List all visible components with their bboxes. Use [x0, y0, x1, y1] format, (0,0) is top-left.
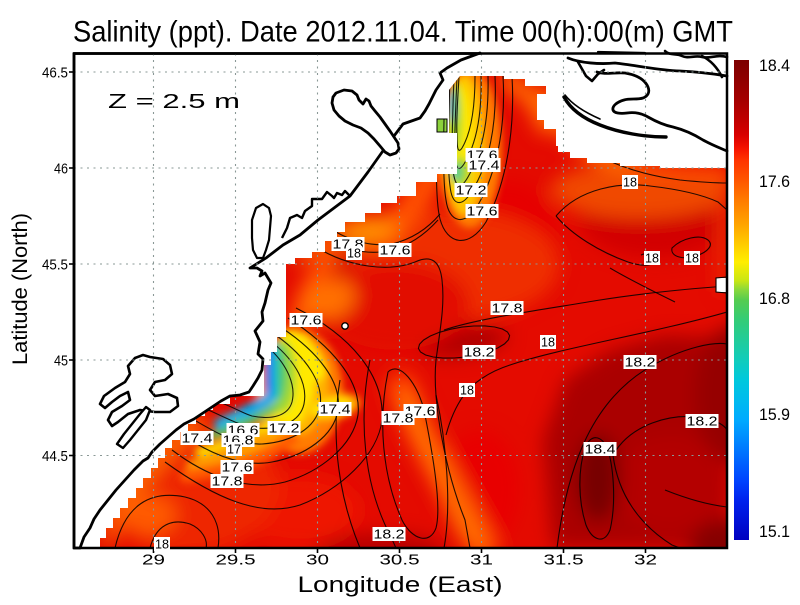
svg-text:Longitude (East): Longitude (East): [298, 572, 503, 597]
svg-text:46.5: 46.5: [42, 66, 68, 82]
svg-text:18.2: 18.2: [687, 415, 718, 429]
svg-text:29.5: 29.5: [216, 552, 256, 569]
svg-text:Salinity (ppt). Date 2012.11.0: Salinity (ppt). Date 2012.11.04. Time 00…: [73, 16, 733, 49]
svg-text:18.2: 18.2: [374, 528, 405, 542]
svg-text:17.2: 17.2: [269, 422, 300, 436]
svg-text:Z = 2.5 m: Z = 2.5 m: [108, 91, 240, 113]
svg-text:45.5: 45.5: [42, 258, 68, 274]
svg-text:31.5: 31.5: [544, 552, 584, 569]
svg-text:46: 46: [54, 162, 68, 178]
svg-text:15.9: 15.9: [759, 406, 790, 424]
svg-text:Latitude (North): Latitude (North): [9, 213, 32, 365]
svg-text:17.4: 17.4: [320, 403, 351, 417]
svg-text:18.4: 18.4: [759, 57, 790, 75]
svg-text:18.4: 18.4: [585, 443, 616, 457]
svg-text:17.6: 17.6: [759, 173, 790, 191]
svg-text:17.8: 17.8: [212, 475, 243, 489]
svg-text:17.6: 17.6: [380, 244, 411, 258]
svg-text:18: 18: [155, 538, 169, 552]
svg-text:18: 18: [460, 384, 474, 398]
svg-text:18: 18: [623, 176, 637, 190]
svg-text:17.4: 17.4: [182, 432, 213, 446]
svg-text:18: 18: [645, 252, 659, 266]
svg-text:17.6: 17.6: [467, 205, 498, 219]
svg-text:31: 31: [470, 552, 493, 569]
svg-text:18: 18: [347, 247, 361, 261]
svg-text:18: 18: [685, 252, 699, 266]
svg-text:17.8: 17.8: [383, 412, 414, 426]
svg-text:44.5: 44.5: [42, 449, 68, 465]
svg-text:15.1: 15.1: [759, 523, 790, 541]
svg-text:18.2: 18.2: [464, 346, 495, 360]
svg-text:18.2: 18.2: [625, 356, 656, 370]
svg-text:29: 29: [142, 552, 165, 569]
svg-text:16.8: 16.8: [759, 290, 790, 308]
svg-text:30: 30: [306, 552, 329, 569]
svg-text:18: 18: [541, 336, 555, 350]
svg-text:17.8: 17.8: [492, 302, 523, 316]
svg-text:17.6: 17.6: [291, 314, 322, 328]
svg-text:17.6: 17.6: [222, 461, 253, 475]
svg-text:17.4: 17.4: [469, 159, 500, 173]
svg-text:17: 17: [227, 443, 241, 457]
svg-text:32: 32: [634, 552, 657, 569]
svg-text:45: 45: [54, 354, 68, 370]
svg-text:17.2: 17.2: [456, 184, 487, 198]
svg-text:30.5: 30.5: [380, 552, 420, 569]
